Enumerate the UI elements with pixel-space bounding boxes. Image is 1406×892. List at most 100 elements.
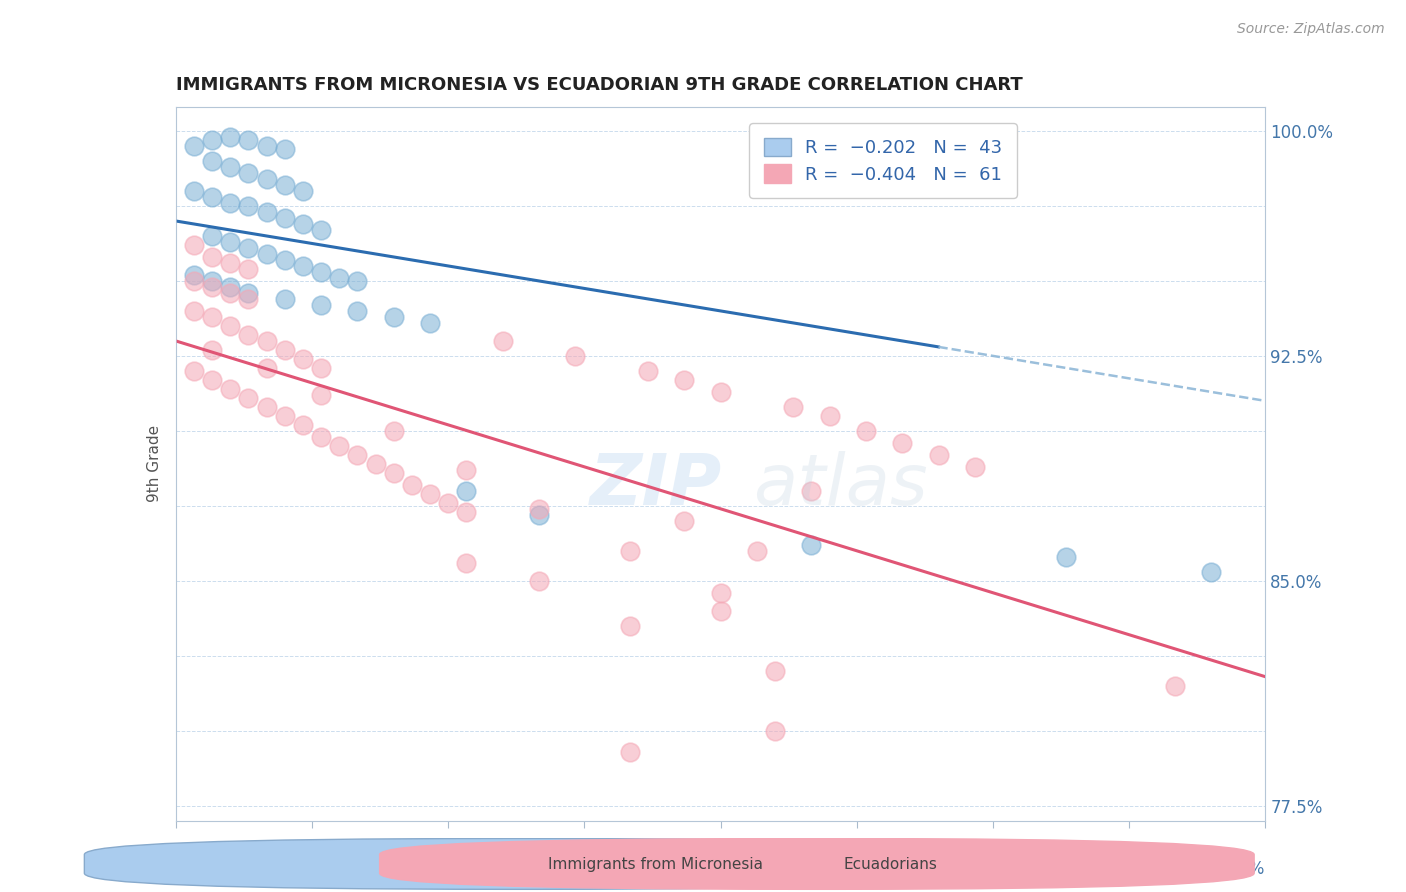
Point	[456, 483, 478, 498]
Point	[710, 384, 733, 399]
Point	[818, 409, 841, 423]
Point	[256, 400, 278, 414]
Point	[256, 247, 278, 261]
Point	[710, 604, 733, 618]
Point	[309, 298, 332, 312]
Point	[364, 457, 387, 471]
Point	[492, 334, 515, 348]
Point	[309, 430, 332, 444]
Point	[309, 265, 332, 279]
Text: 60.0%: 60.0%	[1213, 860, 1265, 878]
Point	[201, 274, 224, 288]
Point	[219, 285, 242, 300]
Point	[274, 409, 297, 423]
Text: ZIP: ZIP	[591, 450, 723, 520]
Point	[1054, 549, 1077, 564]
Point	[274, 292, 297, 306]
Point	[800, 538, 823, 552]
Text: atlas: atlas	[754, 450, 928, 520]
Point	[238, 166, 260, 180]
Point	[219, 160, 242, 174]
Point	[673, 514, 696, 528]
Point	[437, 496, 460, 510]
Point	[219, 256, 242, 270]
Point	[238, 391, 260, 405]
Point	[256, 172, 278, 186]
Point	[238, 327, 260, 342]
Point	[238, 199, 260, 213]
Point	[763, 664, 786, 678]
Point	[219, 235, 242, 249]
Point	[274, 178, 297, 192]
Point	[619, 619, 641, 633]
Point	[637, 364, 659, 378]
Point	[201, 250, 224, 264]
Point	[274, 211, 297, 225]
Point	[328, 439, 350, 453]
Point	[201, 373, 224, 387]
Point	[763, 723, 786, 738]
Point	[382, 424, 405, 438]
Point	[382, 466, 405, 480]
Point	[183, 139, 205, 153]
Point	[183, 304, 205, 318]
Point	[201, 154, 224, 169]
Point	[183, 268, 205, 282]
Point	[201, 229, 224, 244]
Point	[1199, 565, 1222, 579]
Point	[291, 184, 314, 198]
Point	[963, 459, 986, 474]
Text: Immigrants from Micronesia: Immigrants from Micronesia	[548, 856, 763, 871]
Point	[291, 217, 314, 231]
Point	[928, 448, 950, 462]
Point	[219, 382, 242, 396]
Point	[527, 501, 550, 516]
Point	[891, 435, 914, 450]
Point	[201, 343, 224, 357]
Point	[456, 505, 478, 519]
Point	[419, 316, 441, 330]
Point	[256, 205, 278, 219]
Legend: R =  −0.202   N =  43, R =  −0.404   N =  61: R = −0.202 N = 43, R = −0.404 N = 61	[749, 123, 1017, 198]
Point	[219, 130, 242, 145]
Point	[219, 318, 242, 333]
Point	[619, 745, 641, 759]
FancyBboxPatch shape	[84, 838, 959, 889]
Point	[346, 274, 368, 288]
Point	[309, 388, 332, 402]
Point	[238, 285, 260, 300]
Point	[183, 184, 205, 198]
Point	[309, 360, 332, 375]
Point	[527, 574, 550, 588]
Point	[382, 310, 405, 324]
Point	[328, 271, 350, 285]
Point	[855, 424, 877, 438]
Point	[201, 310, 224, 324]
Point	[346, 304, 368, 318]
Point	[619, 543, 641, 558]
Point	[564, 349, 586, 363]
Text: Source: ZipAtlas.com: Source: ZipAtlas.com	[1237, 22, 1385, 37]
Point	[219, 196, 242, 211]
Point	[238, 241, 260, 255]
Point	[673, 373, 696, 387]
Point	[456, 463, 478, 477]
Point	[800, 483, 823, 498]
Point	[291, 351, 314, 366]
Point	[201, 280, 224, 294]
Point	[401, 478, 423, 492]
Point	[527, 508, 550, 522]
Point	[238, 292, 260, 306]
Point	[419, 487, 441, 501]
Point	[274, 142, 297, 156]
Point	[219, 280, 242, 294]
Point	[291, 417, 314, 432]
Point	[183, 274, 205, 288]
Point	[201, 133, 224, 147]
Point	[183, 364, 205, 378]
Point	[1163, 679, 1185, 693]
Point	[745, 543, 768, 558]
Text: IMMIGRANTS FROM MICRONESIA VS ECUADORIAN 9TH GRADE CORRELATION CHART: IMMIGRANTS FROM MICRONESIA VS ECUADORIAN…	[176, 77, 1022, 95]
Point	[309, 223, 332, 237]
Point	[256, 139, 278, 153]
